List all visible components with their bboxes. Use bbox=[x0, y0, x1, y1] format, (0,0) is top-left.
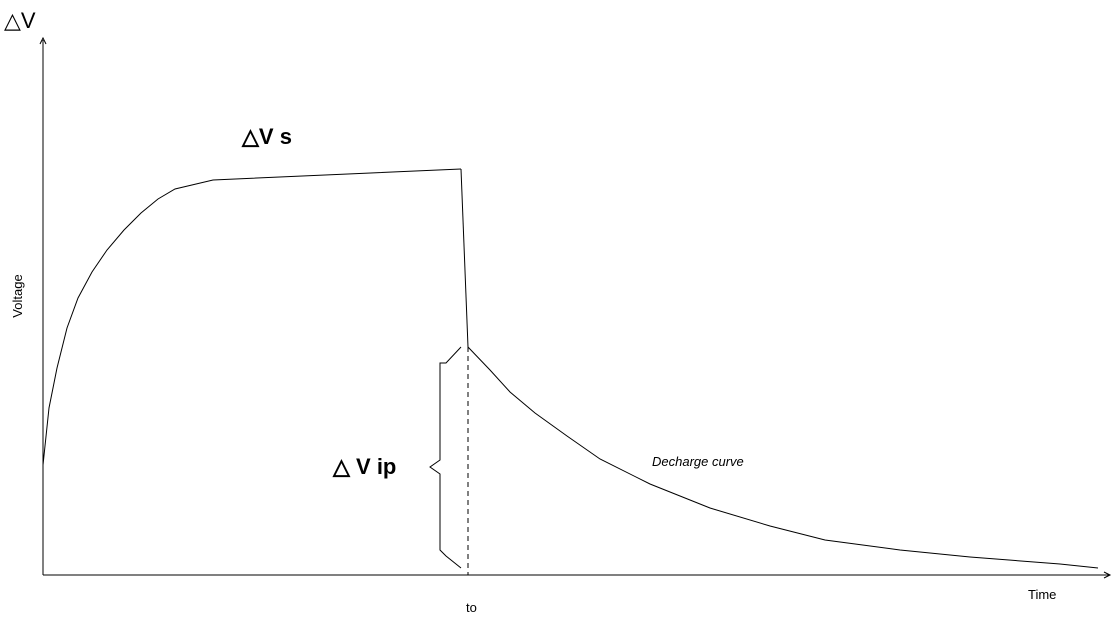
delta-vip-brace bbox=[429, 346, 462, 569]
delta-vip-label: △ V ip bbox=[332, 454, 396, 479]
discharge-curve bbox=[467, 346, 1099, 569]
delta-vs-label: △V s bbox=[241, 124, 292, 149]
voltage-drop-line bbox=[460, 168, 469, 348]
y-axis-arrowhead bbox=[39, 36, 47, 45]
y-axis-label: Voltage bbox=[10, 274, 25, 317]
y-axis-title: △V bbox=[4, 8, 36, 33]
charge-curve bbox=[42, 168, 462, 466]
x-axis-label: Time bbox=[1028, 587, 1056, 602]
decharge-curve-label: Decharge curve bbox=[652, 454, 744, 469]
x-axis-arrowhead bbox=[1103, 571, 1112, 579]
x-tick-to: to bbox=[466, 600, 477, 615]
